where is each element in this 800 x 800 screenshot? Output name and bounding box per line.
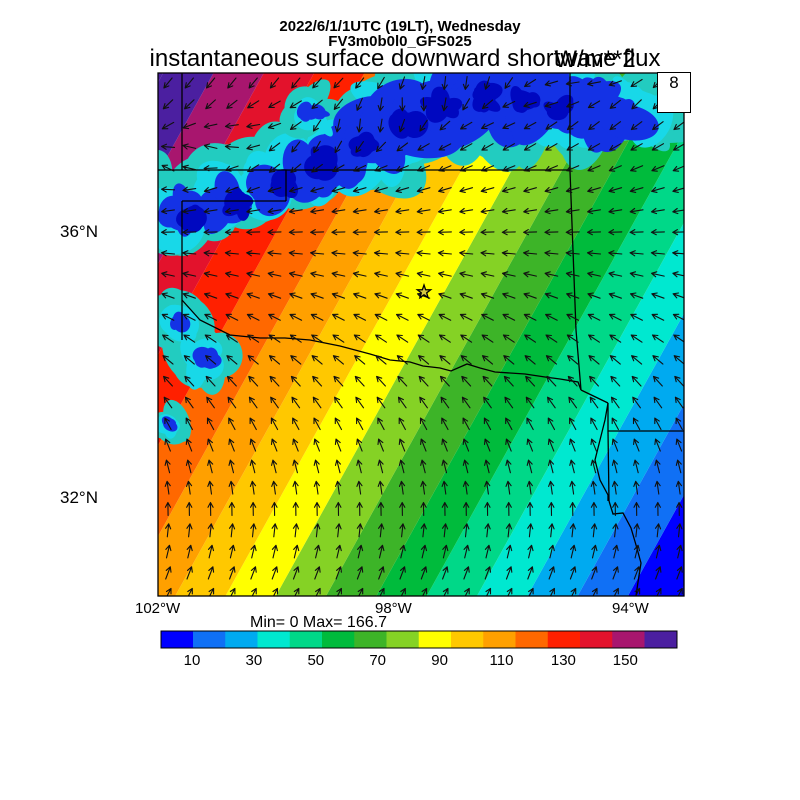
svg-text:50: 50 (307, 652, 324, 669)
svg-text:110: 110 (490, 652, 514, 669)
svg-text:30: 30 (246, 652, 263, 669)
svg-text:10: 10 (184, 652, 201, 669)
svg-text:130: 130 (551, 652, 576, 669)
svg-text:150: 150 (613, 652, 638, 669)
svg-text:70: 70 (369, 652, 386, 669)
svg-text:90: 90 (431, 652, 448, 669)
